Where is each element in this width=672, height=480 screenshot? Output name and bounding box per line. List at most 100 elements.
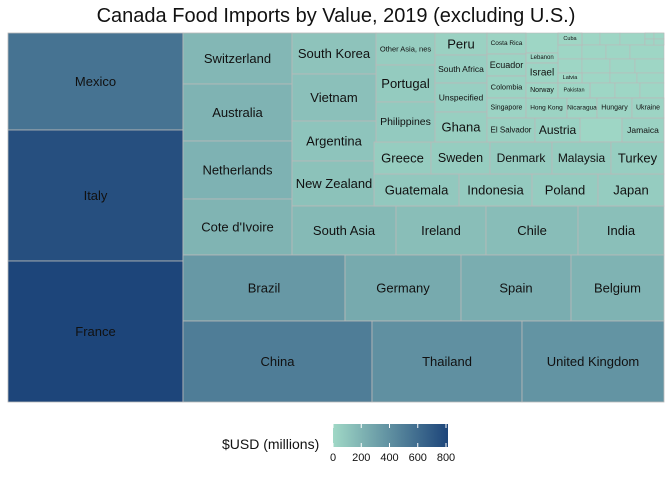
legend-tick-label: 400 xyxy=(380,452,399,464)
treemap-cell-label: Thailand xyxy=(422,354,472,369)
treemap-cell-label: Netherlands xyxy=(202,163,273,178)
treemap-cell-label: South Korea xyxy=(298,46,371,61)
treemap-cell xyxy=(182,320,373,403)
treemap-cell xyxy=(485,205,579,256)
treemap-cell-label: Portugal xyxy=(381,76,430,91)
treemap-cell-label: Guatemala xyxy=(385,183,449,198)
treemap-cell xyxy=(570,254,665,322)
treemap-cell xyxy=(621,117,665,143)
treemap-cell xyxy=(489,141,553,175)
legend-colorbar xyxy=(333,424,448,447)
treemap-cell-label: Nicaragua xyxy=(567,105,597,112)
treemap-cell-label: India xyxy=(607,223,636,238)
treemap-cell-label: Other Asia, nes xyxy=(380,45,432,54)
treemap-cell-label: Latvia xyxy=(563,75,579,81)
treemap-cell-label: Indonesia xyxy=(467,183,524,198)
treemap-cell-label: Ecuador xyxy=(490,60,524,70)
treemap-cell-label: Unspecified xyxy=(439,93,484,103)
treemap-cell-unlabeled xyxy=(557,58,583,74)
treemap-cell xyxy=(521,320,665,403)
treemap-cell-label: Ireland xyxy=(421,223,461,238)
treemap-cell-label: Ukraine xyxy=(636,105,660,112)
treemap-cell xyxy=(631,97,665,119)
treemap-cell-label: Denmark xyxy=(497,151,547,165)
treemap-cell xyxy=(534,117,581,143)
treemap-cell-unlabeled xyxy=(644,38,655,46)
treemap-cell xyxy=(375,101,436,143)
treemap-cell-label: Israel xyxy=(530,68,554,79)
treemap-cell-unlabeled xyxy=(581,32,601,46)
treemap-cell xyxy=(344,254,462,322)
treemap-cell-label: Japan xyxy=(613,183,648,198)
treemap-cell-label: Greece xyxy=(381,151,424,166)
treemap-cell-label: Australia xyxy=(212,105,263,120)
treemap-cell-label: Sweden xyxy=(438,151,483,165)
legend-tick-label: 600 xyxy=(408,452,427,464)
treemap-cell-unlabeled xyxy=(639,82,665,99)
treemap-cell-label: Argentina xyxy=(306,134,362,149)
treemap-cell-label: Cote d'Ivoire xyxy=(201,220,274,235)
treemap-cell-label: Chile xyxy=(517,223,547,238)
treemap-cell-label: El Salvador xyxy=(491,126,532,135)
treemap-cell-label: Philippines xyxy=(380,116,431,128)
treemap-cell-unlabeled xyxy=(653,38,665,46)
treemap-cell-label: Colombia xyxy=(491,83,524,92)
legend-tick-label: 0 xyxy=(329,452,337,464)
treemap-cell xyxy=(291,32,377,75)
treemap-cell xyxy=(577,205,665,256)
treemap-cell-unlabeled xyxy=(636,72,665,84)
treemap-cell-unlabeled xyxy=(644,32,655,40)
treemap-cell-unlabeled xyxy=(609,58,636,74)
treemap-cell xyxy=(182,198,293,256)
treemap-cell-label: South Africa xyxy=(438,64,484,74)
treemap-cell-label: Norway xyxy=(530,87,554,94)
treemap-cell xyxy=(373,173,460,207)
treemap-cell-unlabeled xyxy=(634,58,665,74)
treemap-cell xyxy=(291,73,377,122)
chart-title: Canada Food Imports by Value, 2019 (excl… xyxy=(96,5,576,27)
treemap-cell-unlabeled xyxy=(581,44,607,60)
treemap-cell-unlabeled xyxy=(557,44,583,60)
treemap-cell xyxy=(597,173,665,207)
treemap-cell xyxy=(458,173,533,207)
treemap-cell-unlabeled xyxy=(609,72,638,84)
treemap-cell-label: Malaysia xyxy=(558,151,606,165)
treemap-cell-unlabeled xyxy=(653,32,665,40)
treemap-cell-unlabeled xyxy=(589,82,616,99)
legend-tick-label: 800 xyxy=(436,452,456,464)
treemap-cell xyxy=(375,32,436,66)
treemap-cell xyxy=(434,82,488,113)
treemap-cell xyxy=(557,32,583,46)
treemap-cell-unlabeled xyxy=(579,117,623,143)
treemap-cell xyxy=(291,160,377,207)
treemap-cell-label: Jamaica xyxy=(627,125,659,135)
treemap-cell-label: Spain xyxy=(499,281,532,296)
treemap-cell-label: Peru xyxy=(447,37,474,52)
treemap-cell-label: Hong Kong xyxy=(530,105,563,112)
treemap-cell-label: Vietnam xyxy=(310,90,357,105)
treemap-cell-label: United Kingdom xyxy=(547,354,640,369)
treemap-cell-label: Germany xyxy=(376,281,430,296)
treemap-cell-unlabeled xyxy=(599,32,621,46)
treemap-cell xyxy=(291,120,377,162)
treemap-cell xyxy=(460,254,572,322)
treemap-cell-unlabeled xyxy=(629,44,665,60)
treemap-cell xyxy=(531,173,599,207)
treemap-cell-label: China xyxy=(261,354,296,369)
treemap-cell-unlabeled xyxy=(581,58,611,74)
treemap-cell-label: Belgium xyxy=(594,281,641,296)
treemap-cell-label: Poland xyxy=(545,183,585,198)
treemap-cell-unlabeled xyxy=(525,32,559,54)
treemap-cell-label: France xyxy=(75,324,115,339)
treemap-cell-label: Hungary xyxy=(601,105,628,112)
treemap-cell xyxy=(434,111,488,143)
treemap-cell xyxy=(557,82,591,99)
treemap-cell-label: Singapore xyxy=(491,105,523,112)
legend-tick-label: 200 xyxy=(352,452,371,464)
treemap-cell-label: New Zealand xyxy=(296,176,373,191)
treemap-cell-unlabeled xyxy=(614,82,641,99)
treemap-cell-label: Turkey xyxy=(618,151,658,166)
legend-title: $USD (millions) xyxy=(222,436,320,452)
treemap-cell-label: Cuba xyxy=(563,36,577,42)
